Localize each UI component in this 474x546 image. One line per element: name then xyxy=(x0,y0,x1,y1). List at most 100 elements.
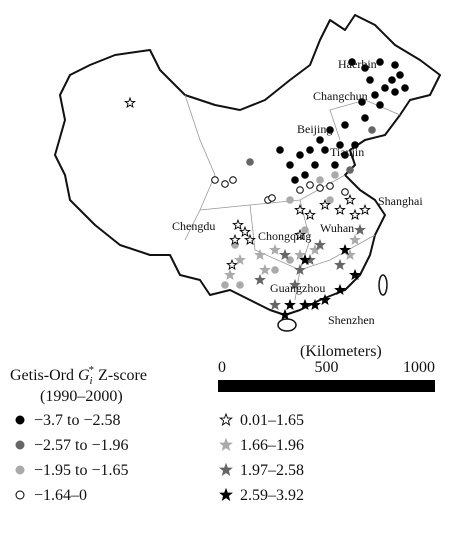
site-star xyxy=(219,437,233,451)
site-circle xyxy=(301,171,309,179)
site-circle xyxy=(381,84,389,92)
city-label: Tianjin xyxy=(330,145,364,159)
site-circle xyxy=(246,158,254,166)
city-label: Wuhan xyxy=(320,221,354,235)
legend-period: (1990–2000) xyxy=(40,388,123,405)
site-star xyxy=(294,263,306,276)
site-star xyxy=(124,96,136,109)
site-circle xyxy=(221,281,229,289)
site-star xyxy=(334,258,346,271)
site-star xyxy=(289,278,301,291)
site-circle xyxy=(15,440,25,450)
legend-label: 0.01–1.65 xyxy=(240,412,304,429)
site-star xyxy=(226,258,238,271)
site-star xyxy=(299,253,311,266)
site-star xyxy=(224,268,236,281)
legend-label: −1.95 to −1.65 xyxy=(34,462,129,479)
site-circle xyxy=(326,196,334,204)
site-circle xyxy=(15,415,25,425)
site-star xyxy=(349,268,361,281)
taiwan-island xyxy=(378,274,388,296)
site-star xyxy=(314,238,326,251)
legend-label: −2.57 to −1.96 xyxy=(34,437,129,454)
hainan-island xyxy=(277,318,297,332)
site-star xyxy=(339,243,351,256)
site-circle xyxy=(321,146,329,154)
city-label: Haerbin xyxy=(338,57,377,71)
site-circle xyxy=(286,256,294,264)
site-star xyxy=(254,248,266,261)
site-star xyxy=(349,233,361,246)
site-star xyxy=(279,308,291,321)
site-circle xyxy=(326,126,334,134)
points xyxy=(124,58,409,321)
site-star xyxy=(319,198,331,211)
legend-title-symbol: G xyxy=(78,367,90,384)
legend-label: 1.97–2.58 xyxy=(240,462,304,479)
site-star xyxy=(244,233,256,246)
scale-unit: (Kilometers) xyxy=(300,343,382,360)
site-star xyxy=(304,208,316,221)
site-circle xyxy=(326,182,334,190)
site-circle xyxy=(371,91,379,99)
site-circle xyxy=(316,176,324,184)
site-star xyxy=(219,487,233,501)
site-circle xyxy=(296,186,304,194)
scale-tick-label: 1000 xyxy=(403,359,435,376)
site-star xyxy=(269,298,281,311)
site-circle xyxy=(291,176,299,184)
site-circle xyxy=(361,64,369,72)
site-star xyxy=(294,248,306,261)
site-circle xyxy=(15,490,25,500)
country-outline xyxy=(54,14,441,316)
site-circle xyxy=(229,176,237,184)
legend-title-subscript: i xyxy=(90,375,93,387)
site-circle xyxy=(271,266,279,274)
site-circle xyxy=(276,146,284,154)
city-label: Chongqing xyxy=(258,229,311,243)
site-circle xyxy=(311,161,319,169)
site-circle xyxy=(341,121,349,129)
city-label: Changchun xyxy=(313,89,368,103)
site-circle xyxy=(306,146,314,154)
legend-label: −3.7 to −2.58 xyxy=(34,412,121,429)
site-star xyxy=(319,293,331,306)
site-star xyxy=(219,462,233,476)
site-star xyxy=(344,193,356,206)
site-circle xyxy=(358,98,366,106)
site-circle xyxy=(341,188,349,196)
site-circle xyxy=(341,151,349,159)
site-circle xyxy=(331,171,339,179)
site-circle xyxy=(348,58,356,66)
site-circle xyxy=(366,76,374,84)
site-star xyxy=(354,223,366,236)
city-label: Shanghai xyxy=(378,194,423,208)
site-star xyxy=(259,263,271,276)
site-circle xyxy=(391,61,399,69)
legend-label: −1.64–0 xyxy=(34,487,87,504)
city-label: Shenzhen xyxy=(328,313,375,327)
site-circle xyxy=(15,465,25,475)
site-star xyxy=(229,233,241,246)
legend-title-superscript: * xyxy=(89,364,95,376)
site-circle xyxy=(401,84,409,92)
site-circle xyxy=(221,180,229,188)
site-circle xyxy=(236,281,244,289)
site-star xyxy=(269,243,281,256)
site-star xyxy=(294,203,306,216)
site-circle xyxy=(306,181,314,189)
site-circle xyxy=(211,176,219,184)
site-star xyxy=(349,208,361,221)
site-star xyxy=(239,225,251,238)
legend-title-prefix: Getis-Ord xyxy=(10,367,78,384)
site-star xyxy=(234,253,246,266)
legend-label: 2.59–3.92 xyxy=(240,487,304,504)
site-star xyxy=(254,273,266,286)
legend-title: Getis-Ord Gi* Z-score xyxy=(10,364,147,387)
site-star xyxy=(279,248,291,261)
site-circle xyxy=(286,196,294,204)
site-circle xyxy=(331,161,339,169)
site-circle xyxy=(351,141,359,149)
site-circle xyxy=(286,161,294,169)
